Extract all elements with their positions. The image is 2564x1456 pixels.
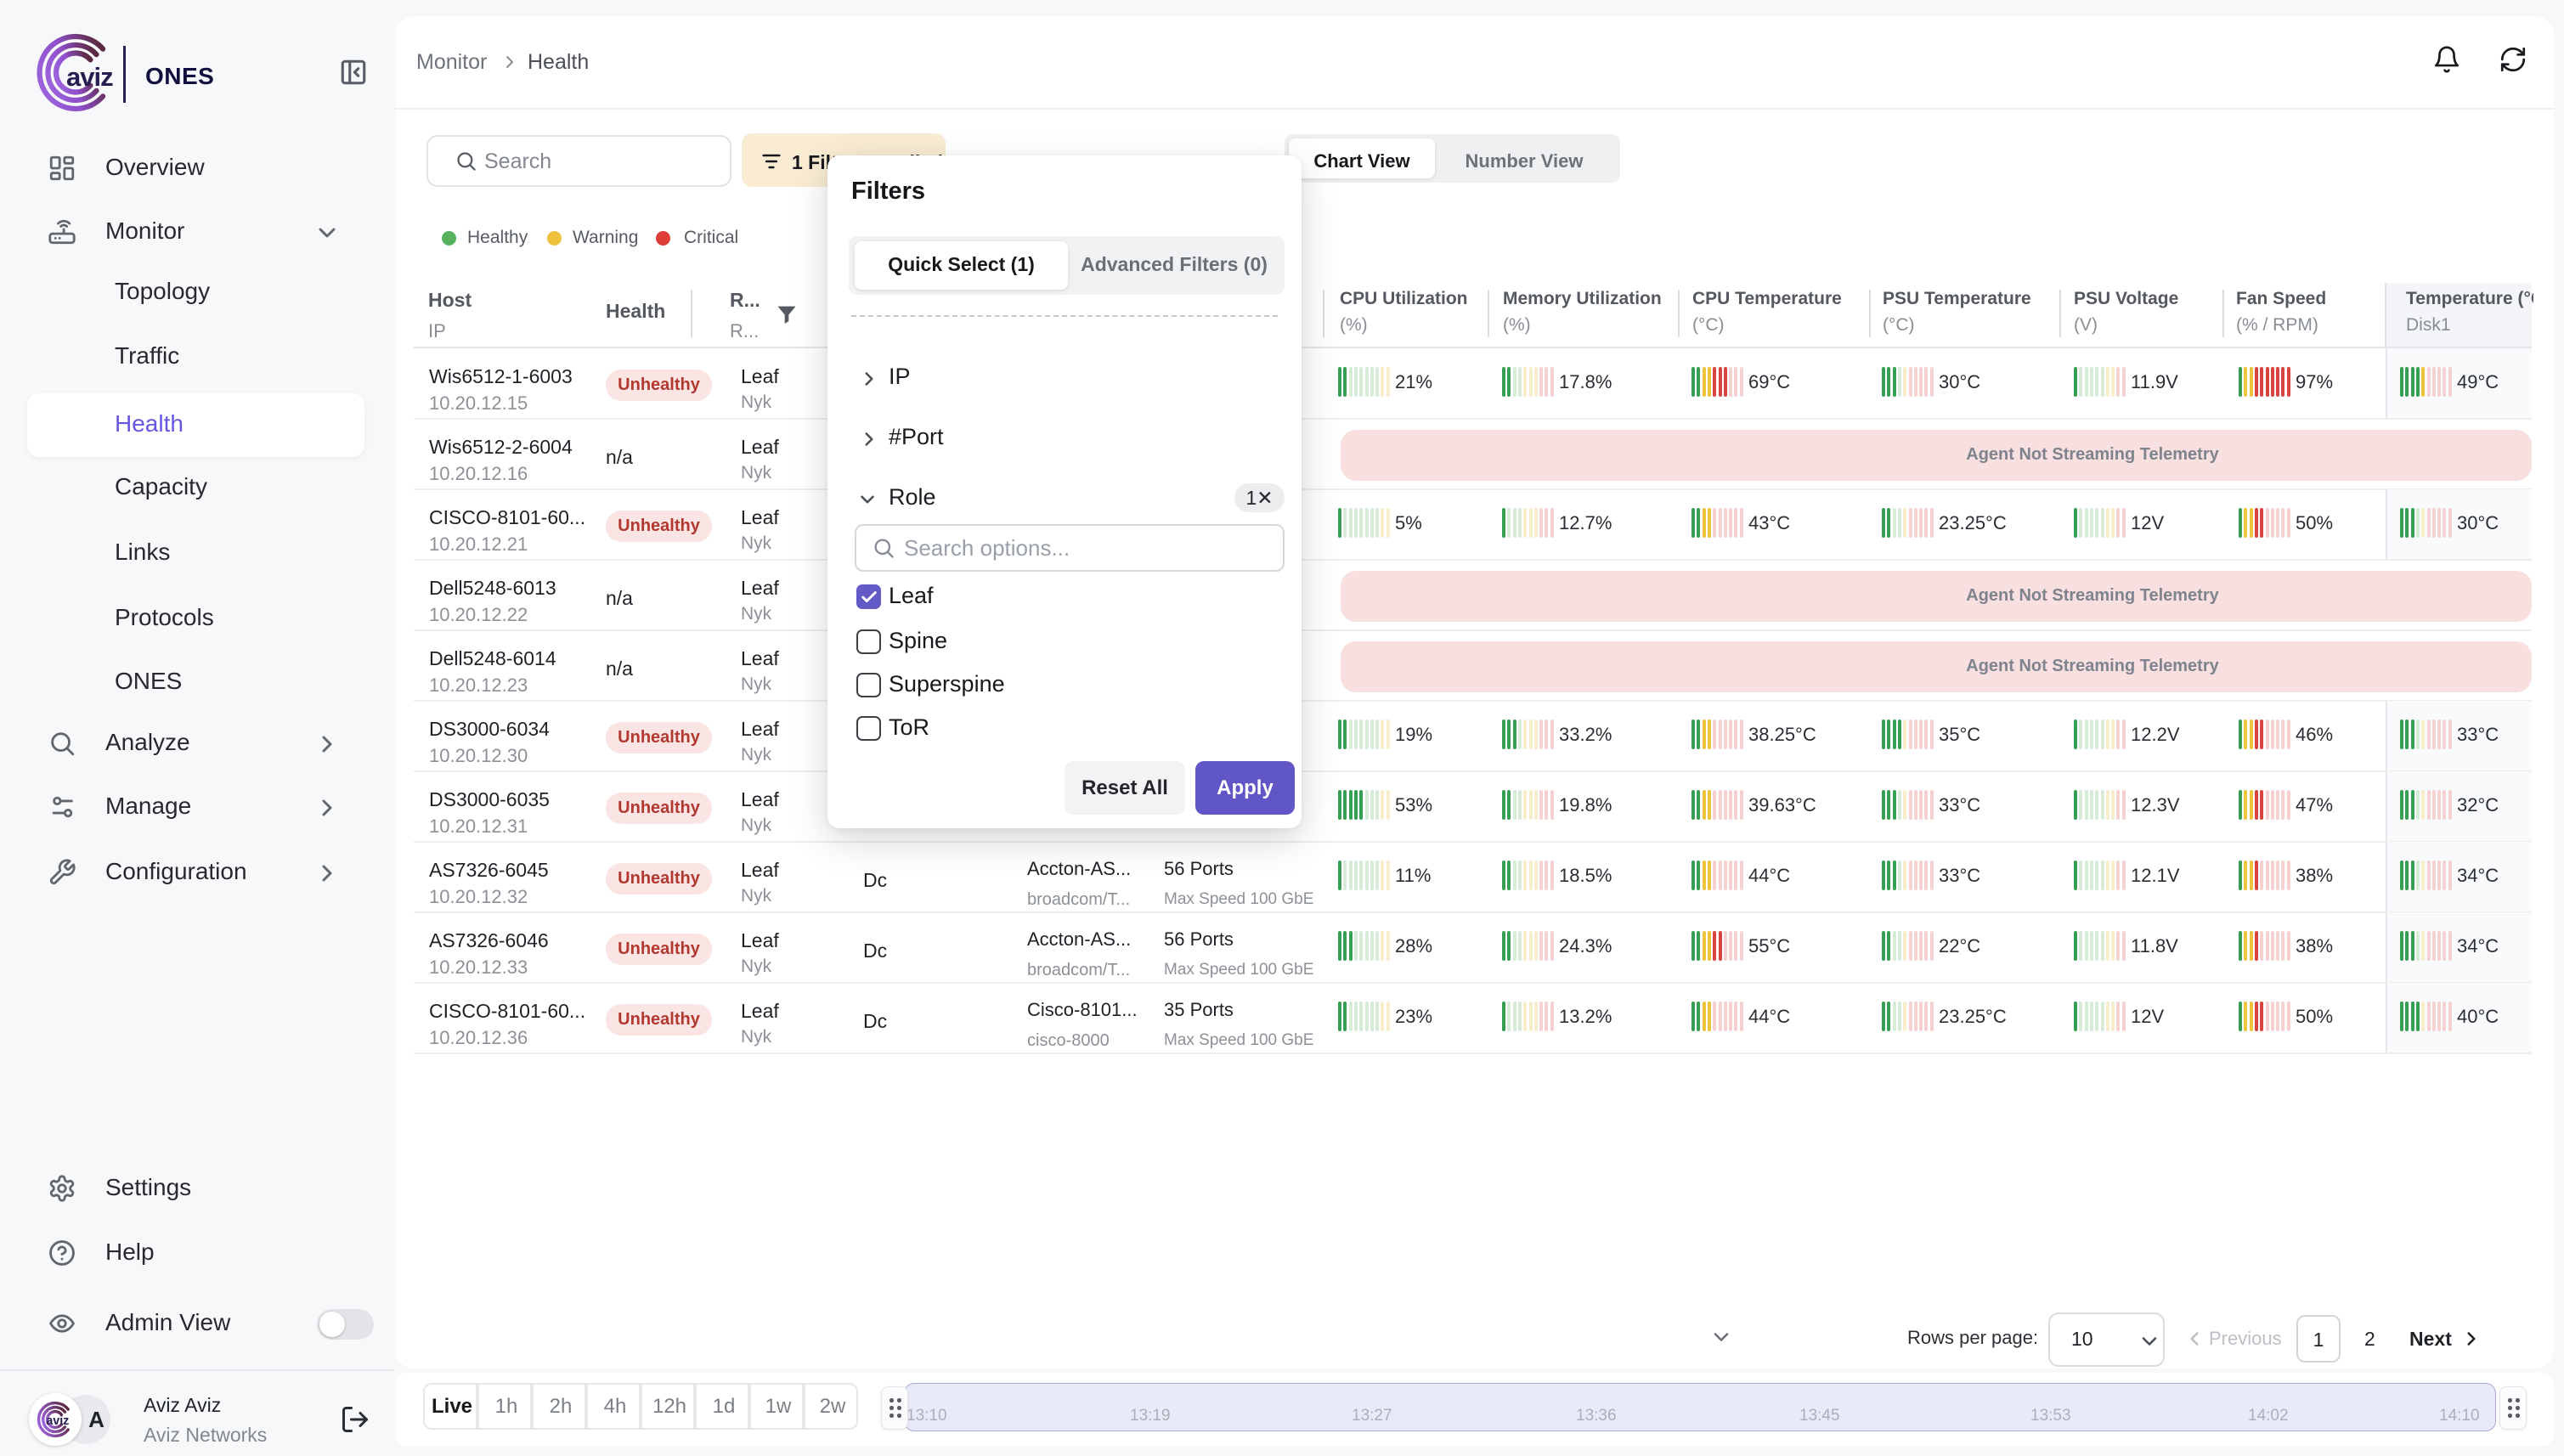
svg-text:aviz: aviz bbox=[46, 1414, 69, 1428]
